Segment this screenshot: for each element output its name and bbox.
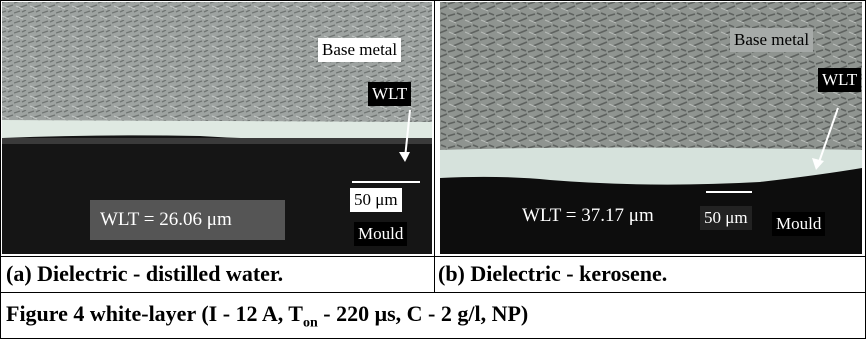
- label-measure: WLT = 37.17 μm: [518, 204, 658, 228]
- label-wlt: WLT: [368, 82, 411, 106]
- label-mould: Mould: [354, 222, 407, 246]
- panel-caption: (b) Dielectric - kerosene.: [438, 259, 667, 289]
- label-wlt: WLT: [818, 68, 861, 92]
- label-base-metal: Base metal: [730, 28, 813, 52]
- caption-text: - 220 μs, C - 2 g/l, NP): [318, 301, 528, 326]
- caption-subscript: on: [303, 315, 318, 330]
- panel-caption: (a) Dielectric - distilled water.: [6, 259, 283, 289]
- figure: Base metal WLT 50 μm WLT = 26.06 μm Moul…: [0, 0, 866, 342]
- label-mould: Mould: [772, 212, 825, 236]
- caption-text: Figure 4 white-layer (I - 12 A, T: [6, 301, 303, 326]
- label-measure: WLT = 26.06 μm: [96, 208, 236, 232]
- label-scale: 50 μm: [350, 188, 402, 212]
- label-scale: 50 μm: [700, 206, 752, 230]
- label-base-metal: Base metal: [318, 38, 401, 62]
- figure-caption: Figure 4 white-layer (I - 12 A, Ton - 22…: [6, 299, 528, 338]
